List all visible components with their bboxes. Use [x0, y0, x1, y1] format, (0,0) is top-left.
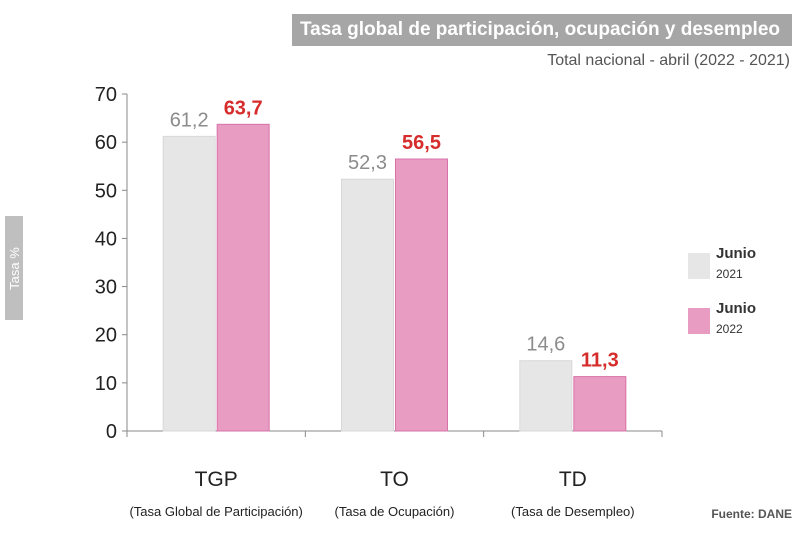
bar-to-2022: [395, 158, 448, 432]
y-tick-label: 20: [95, 325, 117, 347]
category-sublabel-tgp: (Tasa Global de Participación): [129, 504, 302, 519]
source-note: Fuente: DANE: [711, 507, 792, 521]
category-label-td: TD: [559, 468, 587, 491]
bar-td-2021: [519, 360, 573, 432]
y-tick-label: 50: [95, 180, 117, 202]
data-label-tgp-2022: 63,7: [224, 97, 263, 119]
chart-title: Tasa global de participación, ocupación …: [292, 14, 792, 46]
bar-to-2021: [341, 178, 394, 432]
legend-swatch-2021: [688, 253, 710, 279]
data-label-to-2022: 56,5: [402, 132, 441, 154]
legend-label-2021-month: Junio: [716, 245, 756, 262]
y-tick-label: 60: [95, 132, 117, 154]
bar-tgp-2021: [162, 135, 216, 432]
legend-swatch-2022: [688, 308, 710, 334]
data-label-tgp-2021: 61,2: [170, 109, 209, 131]
y-axis-label-box: Tasa %: [5, 216, 23, 320]
bar-tgp-2022: [216, 123, 270, 432]
legend-label-2022-year: 2022: [716, 322, 743, 336]
category-label-tgp: TGP: [195, 468, 238, 491]
legend-label-2022-month: Junio: [716, 300, 756, 317]
y-tick-label: 10: [95, 373, 117, 395]
category-sublabel-td: (Tasa de Desempleo): [511, 504, 635, 519]
data-label-td-2022: 11,3: [581, 350, 619, 372]
y-tick-label: 40: [95, 228, 117, 250]
y-tick-label: 30: [95, 277, 117, 299]
y-tick-label: 0: [106, 421, 117, 443]
chart-subtitle: Total nacional - abril (2022 - 2021): [547, 52, 790, 69]
category-label-to: TO: [380, 468, 409, 491]
y-tick-label: 70: [95, 84, 117, 106]
category-sublabel-to: (Tasa de Ocupación): [335, 504, 455, 519]
bar-td-2022: [573, 376, 627, 432]
legend-label-2021-year: 2021: [716, 267, 743, 281]
chart-title-text: Tasa global de participación, ocupación …: [299, 19, 780, 40]
data-label-td-2021: 14,6: [526, 334, 565, 356]
data-label-to-2021: 52,3: [348, 152, 387, 174]
